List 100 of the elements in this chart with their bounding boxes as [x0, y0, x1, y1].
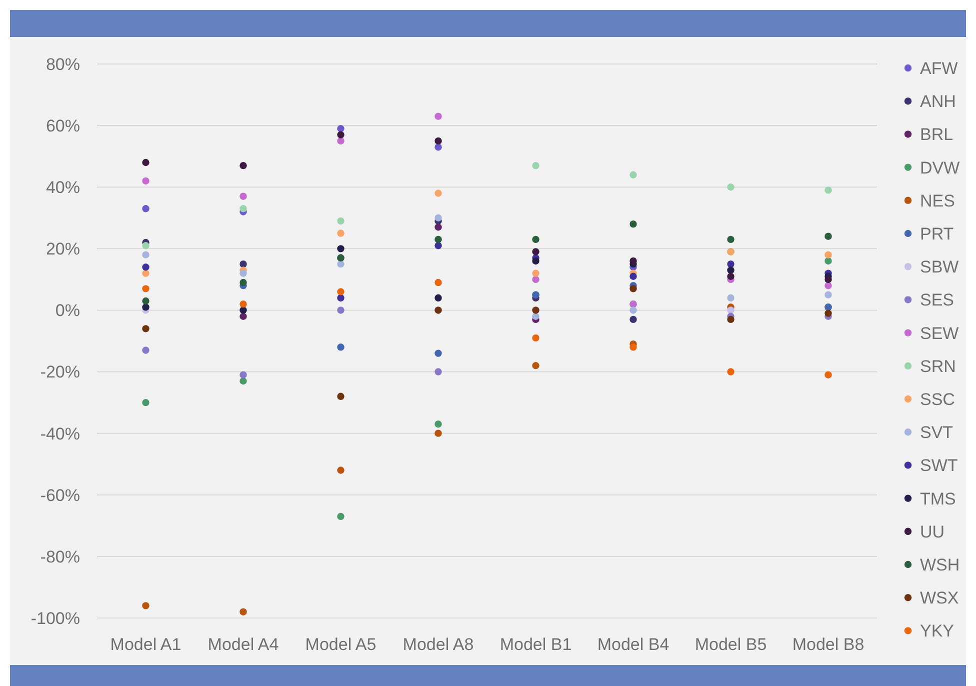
point — [532, 162, 540, 170]
x-tick-label: Model A8 — [402, 635, 474, 654]
point — [142, 325, 150, 332]
x-tick-label: Model A4 — [208, 635, 279, 654]
y-tick-label: 40% — [46, 178, 80, 198]
point — [142, 602, 150, 610]
point — [240, 192, 247, 200]
legend-label: YKY — [920, 622, 954, 641]
legend-label: TMS — [920, 489, 956, 508]
point — [434, 430, 442, 437]
point — [434, 214, 442, 222]
point — [532, 306, 540, 314]
point — [434, 112, 442, 120]
point — [142, 177, 150, 185]
point — [240, 608, 247, 616]
point — [630, 171, 637, 178]
point — [630, 306, 637, 314]
point — [142, 264, 150, 271]
point — [630, 257, 637, 265]
point — [532, 236, 540, 244]
point — [630, 344, 637, 351]
legend-label: WSH — [920, 555, 960, 574]
point — [142, 285, 150, 292]
point — [434, 350, 442, 357]
point — [337, 131, 344, 138]
point — [824, 232, 832, 240]
point — [532, 257, 540, 265]
point — [337, 294, 344, 302]
point — [337, 217, 344, 225]
point — [142, 270, 150, 277]
point — [142, 398, 150, 406]
point — [142, 242, 150, 250]
legend-label: AFW — [920, 58, 958, 78]
point — [824, 282, 832, 290]
legend-label: SWT — [920, 456, 958, 476]
point — [532, 270, 540, 277]
x-tick-label: Model A5 — [305, 635, 376, 654]
legend-label: SVT — [920, 423, 954, 442]
point — [434, 224, 442, 231]
point — [240, 205, 247, 212]
point — [532, 334, 540, 342]
point — [337, 125, 344, 132]
legend-label: SSC — [920, 390, 955, 409]
point — [142, 251, 150, 258]
y-tick-label: 60% — [46, 116, 80, 136]
point — [240, 162, 247, 170]
point — [337, 306, 344, 314]
y-tick-label: -100% — [30, 608, 80, 628]
point — [630, 272, 637, 280]
point — [532, 248, 540, 256]
x-tick-label: Model A1 — [110, 635, 182, 654]
point — [240, 260, 247, 268]
point — [727, 294, 734, 302]
point — [434, 368, 442, 376]
y-tick-label: -20% — [40, 362, 80, 382]
point — [337, 392, 344, 400]
legend-label: SES — [920, 290, 954, 310]
x-tick-label: Model B8 — [792, 635, 864, 654]
point — [337, 260, 344, 268]
legend-label: SEW — [920, 324, 959, 343]
legend-label: SRN — [920, 356, 956, 376]
point — [240, 270, 247, 277]
point — [434, 306, 442, 314]
y-tick-label: -40% — [40, 424, 80, 444]
point — [434, 278, 442, 286]
point — [727, 236, 734, 244]
point — [142, 205, 150, 212]
point — [434, 242, 442, 250]
y-tick-label: 0% — [55, 301, 80, 320]
point — [532, 312, 540, 320]
legend-label: BRL — [920, 125, 954, 144]
point — [824, 371, 832, 378]
point — [824, 251, 832, 258]
point — [532, 362, 540, 370]
point — [434, 190, 442, 197]
point — [434, 137, 442, 145]
point — [727, 368, 734, 376]
point — [240, 312, 247, 320]
point — [532, 276, 540, 284]
y-tick-label: -60% — [40, 486, 80, 505]
x-tick-label: Model B4 — [597, 635, 670, 654]
point — [337, 288, 344, 296]
legend-label: SBW — [920, 258, 959, 277]
point — [142, 304, 150, 311]
legend-label: ANH — [920, 92, 956, 112]
point — [240, 306, 247, 314]
legend-label: UU — [920, 522, 945, 542]
legend-label: PRT — [920, 224, 954, 244]
point — [727, 316, 734, 324]
point — [434, 420, 442, 428]
point — [824, 276, 832, 284]
point — [727, 272, 734, 280]
point — [240, 300, 247, 308]
point — [727, 266, 734, 274]
legend-label: WSX — [920, 588, 959, 608]
y-tick-label: 20% — [46, 240, 80, 259]
point — [337, 230, 344, 237]
point — [824, 310, 832, 317]
point — [337, 466, 344, 474]
point — [630, 316, 637, 324]
